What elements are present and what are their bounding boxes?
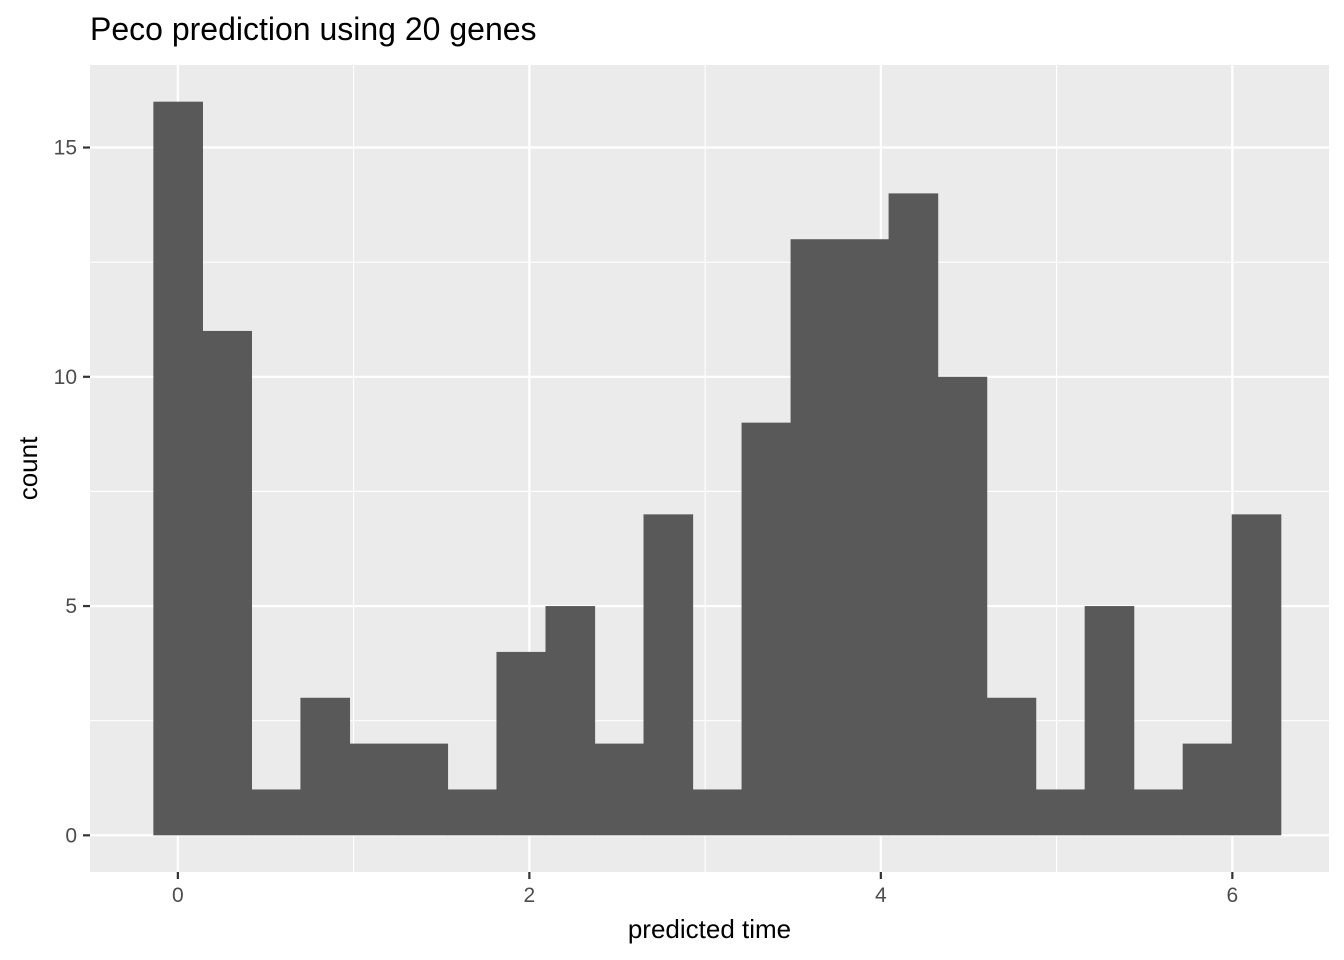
histogram-bar [202, 330, 253, 836]
histogram-bar [251, 789, 302, 836]
histogram-bar [594, 743, 645, 836]
histogram-bar [447, 789, 498, 836]
histogram-bar [496, 651, 547, 836]
histogram-bar [349, 743, 400, 836]
x-axis-title: predicted time [628, 914, 791, 944]
x-tick-label: 4 [875, 884, 887, 907]
y-tick-label: 0 [65, 824, 77, 847]
histogram-bar [888, 193, 939, 836]
x-tick-label: 2 [524, 884, 536, 907]
histogram-bar [692, 789, 743, 836]
plot-panel [90, 65, 1329, 872]
x-tick-label: 0 [172, 884, 184, 907]
y-axis-title: count [13, 436, 43, 500]
y-tick-label: 5 [65, 595, 77, 618]
histogram-bar [1182, 743, 1233, 836]
x-tick-label: 6 [1226, 884, 1238, 907]
bars [153, 101, 1282, 836]
histogram-bar [1084, 606, 1135, 836]
histogram-bar [300, 697, 351, 836]
histogram-bar [839, 239, 890, 836]
y-tick-label: 10 [54, 366, 77, 389]
y-tick-label: 15 [54, 137, 77, 160]
x-axis: 0 2 4 6 [172, 872, 1238, 907]
histogram-bar [937, 376, 988, 836]
histogram-bar [1231, 514, 1282, 836]
histogram-bar [1133, 789, 1184, 836]
histogram-bar [153, 101, 203, 836]
histogram-bar [643, 514, 694, 836]
chart-title: Peco prediction using 20 genes [90, 11, 537, 47]
histogram-bar [545, 606, 596, 836]
histogram-bar [741, 422, 792, 836]
histogram-bar [1035, 789, 1086, 836]
histogram-bar [398, 743, 449, 836]
histogram-bar [790, 239, 841, 836]
y-axis: 0 5 10 15 [54, 137, 90, 847]
histogram-bar [986, 697, 1037, 836]
